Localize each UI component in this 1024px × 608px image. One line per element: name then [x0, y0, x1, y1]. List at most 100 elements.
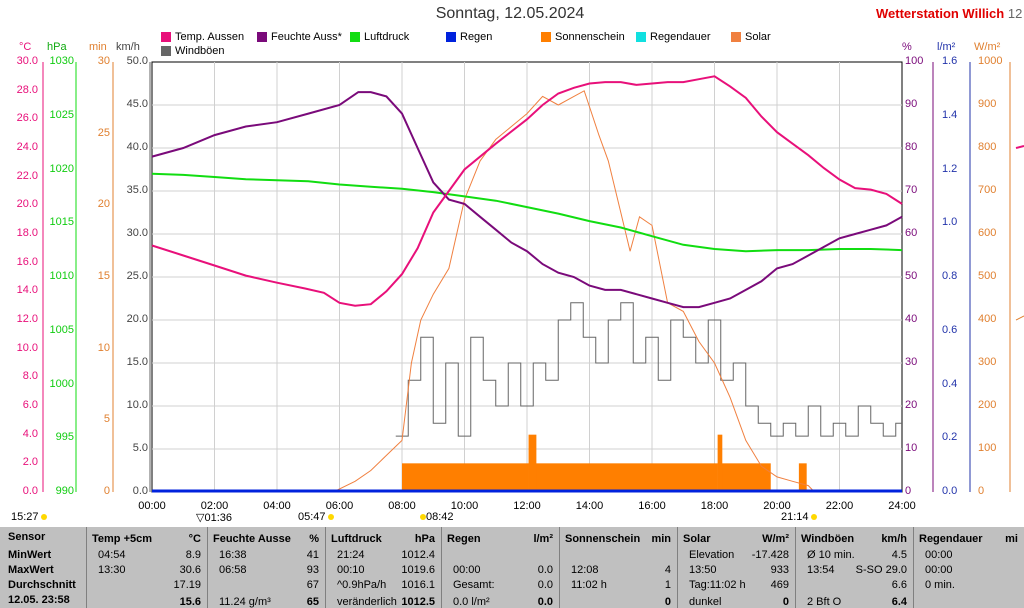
tick-temp: 20.0 — [16, 198, 38, 211]
tick-x: 10:00 — [450, 500, 479, 512]
cell-sun-value: 4 — [664, 564, 671, 576]
tick-pressure: 1020 — [49, 162, 74, 175]
sun-marker-icon — [40, 514, 47, 520]
tick-pressure: 1030 — [49, 55, 74, 67]
unit-sun: min — [651, 533, 671, 545]
sunshine-spike — [717, 434, 723, 492]
series-line-windgusts — [395, 302, 902, 437]
col-solar: Solar W/m² Elevation -17.428 13:50 933 Tag:11:… — [677, 527, 796, 608]
unit-solar: W/m² — [974, 41, 1001, 53]
legend-solar: Solar — [731, 31, 771, 43]
cell-rain-label: 0.0 l/m² — [453, 596, 490, 608]
cell-rain-value: 0.0 — [537, 579, 553, 591]
tick-temp: 14.0 — [16, 284, 38, 297]
tick-humidity: 30 — [905, 356, 918, 368]
tick-pressure: 1025 — [49, 108, 74, 121]
tick-humidity: 70 — [905, 184, 918, 196]
sunset-label: 21:14 — [781, 511, 809, 523]
tick-humidity: 10 — [905, 442, 918, 454]
legend-gusts: Windböen — [161, 45, 225, 57]
tick-rain: 1.4 — [942, 108, 958, 121]
tick-temp: 24.0 — [16, 141, 38, 153]
tick-humidity: 20 — [905, 399, 918, 411]
cell-wind-value: 6.4 — [891, 596, 907, 608]
tick-x: 08:00 — [388, 500, 416, 512]
cell-wind-value: 4.5 — [891, 549, 907, 561]
col-temp: Temp +5cm °C 04:54 8.9 13:30 30.6 17.19 15.6 — [86, 527, 208, 608]
legend-rain: Regen — [446, 31, 492, 43]
col-hum: Feuchte Ausse% 16:38 41 06:58 93 67 11.24 g/m³… — [207, 527, 326, 608]
cell-wind-label: Ø 10 min. — [807, 549, 855, 561]
tick-solar: 600 — [978, 227, 997, 239]
legend-swatch-temp — [161, 32, 171, 42]
cell-hum-label: 06:58 — [219, 564, 247, 576]
tick-humidity: 50 — [905, 270, 918, 282]
legend-humidity: Feuchte Auss* — [257, 31, 342, 43]
cell-solar-value: 469 — [770, 579, 789, 591]
tick-sunmin: 10 — [97, 341, 110, 354]
col-sensor: Sensor MinWert MaxWert Durchschnitt 12.0… — [0, 527, 87, 608]
sunset-time: 21:14 — [781, 511, 817, 523]
col-rainlen: Regendauer mi 00:00 00:00 0 min. — [913, 527, 1024, 608]
sunrise-label: 05:47 — [298, 511, 326, 523]
header-press: Luftdruck — [331, 533, 382, 545]
unit-temp: °C — [188, 533, 201, 545]
cell-press-label: 00:10 — [337, 564, 365, 576]
row-label-avg: Durchschnitt — [8, 579, 76, 591]
tick-solar: 700 — [978, 184, 997, 196]
sun-left-time: 15:27 — [11, 511, 47, 523]
unit-temp: °C — [19, 41, 32, 53]
header-solar: Solar — [683, 533, 711, 545]
cell-press-value: 1016.1 — [401, 579, 435, 591]
cell-hum-label: 11.24 g/m³ — [219, 596, 271, 608]
cell-rain-label: 00:00 — [453, 564, 481, 576]
tick-x: 14:00 — [575, 500, 604, 512]
legend-sunshine: Sonnenschein — [541, 31, 625, 43]
tick-temp: 0.0 — [22, 485, 38, 497]
sunrise-icon: ▽ — [196, 512, 205, 524]
tick-temp: 4.0 — [22, 427, 38, 440]
tick-temp: 2.0 — [22, 456, 38, 469]
legend-swatch-rain — [446, 32, 456, 42]
tick-rain: 0.6 — [942, 323, 958, 336]
unit-wind: km/h — [881, 533, 907, 545]
header-rainlen: Regendauer — [919, 533, 983, 545]
tick-solar: 100 — [978, 442, 997, 454]
cell-hum-value: 93 — [306, 564, 319, 576]
header-wind: Windböen — [801, 533, 855, 545]
tick-rain: 0.0 — [942, 485, 958, 497]
sunrise-time: 05:47 — [298, 511, 334, 523]
cell-temp-label: 13:30 — [98, 564, 126, 576]
cell-solar-label: 13:50 — [689, 564, 717, 576]
tick-pressure: 995 — [55, 431, 74, 444]
row-label-max: MaxWert — [8, 564, 54, 576]
unit-solar: W/m² — [762, 533, 789, 545]
tick-sunmin: 15 — [97, 270, 110, 282]
tick-pressure: 990 — [55, 485, 74, 497]
legend-swatch-raintime — [636, 32, 646, 42]
cell-solar-value: -17.428 — [751, 549, 789, 561]
tick-solar: 400 — [978, 313, 997, 325]
series-line-humidity — [151, 91, 903, 309]
stats-table: Sensor MinWert MaxWert Durchschnitt 12.0… — [0, 527, 1024, 608]
cell-wind-label: 13:54 — [807, 564, 835, 576]
unit-rain: l/m² — [937, 41, 956, 53]
edge-solar — [1015, 315, 1024, 321]
series-line-solar — [152, 90, 902, 493]
tick-solar: 200 — [978, 399, 997, 411]
unit-hum: % — [309, 533, 319, 545]
legend-label-rain: Regen — [460, 31, 493, 43]
row-label-min: MinWert — [8, 549, 52, 561]
cell-wind-value: S-SO 29.0 — [855, 564, 907, 576]
tick-x: 24:00 — [888, 500, 916, 512]
col-wind: Windböen km/h Ø 10 min. 4.5 13:54 S-SO 29.0 6.… — [795, 527, 914, 608]
unit-humidity: % — [902, 41, 912, 53]
sunrise-info-label: 01:36 — [204, 512, 232, 524]
chart-legend: Temp. Aussen Feuchte Auss* Luftdruck Reg… — [0, 31, 1024, 59]
cell-solar-value: 933 — [770, 564, 789, 576]
legend-swatch-sunshine — [541, 32, 551, 42]
tick-solar: 500 — [978, 270, 997, 282]
tick-rain: 0.8 — [942, 270, 958, 282]
tick-wind: 0.0 — [132, 485, 148, 497]
station-label: Wetterstation Willich — [876, 6, 1005, 21]
